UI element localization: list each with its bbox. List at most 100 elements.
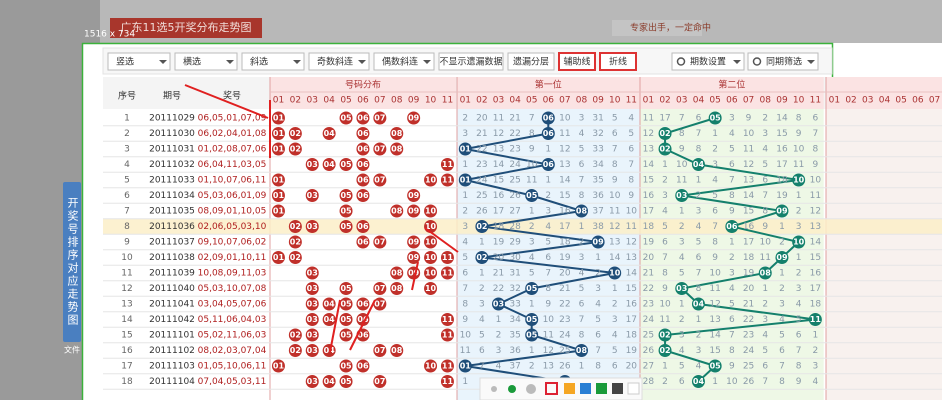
dist-number: 11 bbox=[442, 362, 454, 371]
omission-count: 13 bbox=[626, 253, 637, 263]
omission-count: 2 bbox=[679, 315, 685, 325]
select[interactable] bbox=[373, 52, 435, 71]
column-number: 08 bbox=[760, 96, 772, 106]
omission-count: 34 bbox=[592, 160, 604, 170]
omission-count: 10 bbox=[793, 145, 805, 155]
dot-option[interactable] bbox=[491, 386, 497, 392]
dist-ball bbox=[356, 220, 370, 233]
omission-count: 10 bbox=[709, 269, 721, 279]
omission-count: 17 bbox=[559, 222, 570, 232]
select[interactable] bbox=[308, 52, 370, 71]
dist-ball bbox=[271, 359, 285, 373]
dist-ball bbox=[322, 297, 336, 311]
omission-count: 1 bbox=[796, 253, 802, 263]
promo-bg bbox=[612, 20, 702, 36]
button[interactable] bbox=[599, 52, 637, 71]
omission-count: 10 bbox=[659, 300, 671, 310]
color-option[interactable] bbox=[612, 383, 623, 394]
select-caret bbox=[226, 60, 234, 64]
omission-count: 7 bbox=[529, 114, 535, 124]
period: 20111104 bbox=[149, 377, 195, 387]
button[interactable] bbox=[438, 52, 504, 71]
color-option[interactable] bbox=[545, 382, 558, 395]
side-tab[interactable] bbox=[63, 182, 81, 342]
omission-count: 5 bbox=[762, 160, 768, 170]
omission-count: 3 bbox=[796, 222, 802, 232]
omission-count: 5 bbox=[712, 191, 718, 201]
hit-number: 08 bbox=[576, 207, 588, 216]
dist-ball bbox=[305, 220, 319, 233]
dist-number: 02 bbox=[290, 331, 301, 340]
period: 20111036 bbox=[149, 222, 195, 232]
omission-count: 7 bbox=[545, 269, 551, 279]
omission-count: 11 bbox=[743, 145, 754, 155]
omission-count: 15 bbox=[810, 253, 821, 263]
row-number: 8 bbox=[124, 222, 130, 232]
dist-number: 08 bbox=[391, 129, 403, 138]
omission-count: 16 bbox=[626, 300, 638, 310]
select[interactable] bbox=[241, 52, 305, 71]
omission-count: 7 bbox=[679, 114, 685, 124]
color-option[interactable] bbox=[564, 383, 575, 394]
dist-ball bbox=[288, 142, 302, 156]
omission-count: 18 bbox=[810, 300, 822, 310]
row-number: 5 bbox=[124, 176, 130, 186]
omission-count: 4 bbox=[462, 238, 468, 248]
draw-numbers: 09,10,07,06,02 bbox=[198, 238, 267, 248]
column-number: 05 bbox=[709, 96, 720, 106]
dist-ball bbox=[339, 111, 353, 125]
select[interactable] bbox=[174, 52, 238, 71]
dist-ball bbox=[305, 297, 319, 311]
omission-count: 1 bbox=[462, 160, 468, 170]
menu-button[interactable] bbox=[747, 52, 819, 71]
dist-number: 01 bbox=[273, 145, 285, 154]
dist-ball bbox=[440, 375, 454, 388]
omission-count: 9 bbox=[729, 362, 735, 372]
omission-count: 6 bbox=[479, 346, 485, 356]
dist-ball bbox=[305, 158, 319, 171]
period: 20111038 bbox=[149, 253, 195, 263]
row-number: 2 bbox=[124, 129, 130, 139]
omission-count: 32 bbox=[509, 284, 520, 294]
draw-numbers: 08,09,01,10,05 bbox=[198, 207, 267, 217]
hit-number: 10 bbox=[793, 176, 805, 185]
omission-count: 6 bbox=[662, 238, 668, 248]
dist-number: 02 bbox=[290, 238, 301, 247]
omission-count: 1 bbox=[696, 315, 702, 325]
select[interactable] bbox=[107, 52, 171, 71]
section-title: 号码分布 bbox=[345, 79, 381, 91]
omission-count: 15 bbox=[643, 176, 654, 186]
hit-number: 04 bbox=[693, 160, 705, 169]
dist-number: 05 bbox=[340, 191, 352, 200]
dist-ball bbox=[407, 189, 421, 202]
dot-option[interactable] bbox=[526, 384, 536, 394]
dist-number: 06 bbox=[357, 362, 369, 371]
color-option[interactable] bbox=[580, 383, 591, 394]
dist-number: 11 bbox=[442, 269, 454, 278]
color-option[interactable] bbox=[627, 382, 640, 395]
button[interactable] bbox=[507, 52, 555, 71]
hit-number: 05 bbox=[526, 284, 538, 293]
button[interactable] bbox=[558, 52, 596, 71]
hit-ball bbox=[691, 158, 705, 171]
period: 20111039 bbox=[149, 269, 195, 279]
hit-number: 08 bbox=[576, 346, 588, 355]
omission-count: 7 bbox=[812, 129, 818, 139]
color-option[interactable] bbox=[596, 383, 607, 394]
omission-count: 3 bbox=[762, 315, 768, 325]
period: 20111037 bbox=[149, 238, 195, 248]
side-footer: 文件 bbox=[64, 345, 80, 355]
omission-count: 11 bbox=[460, 346, 471, 356]
omission-count: 4 bbox=[496, 362, 502, 372]
menu-button[interactable] bbox=[671, 52, 745, 71]
omission-count: 1 bbox=[662, 362, 668, 372]
dist-number: 02 bbox=[290, 222, 301, 231]
page-title: 广东11选5开奖分布走势图 bbox=[121, 20, 252, 34]
omission-count: 10 bbox=[526, 160, 538, 170]
omission-count: 14 bbox=[776, 114, 788, 124]
omission-count: 7 bbox=[462, 284, 468, 294]
dot-option[interactable] bbox=[508, 385, 516, 393]
omission-count: 20 bbox=[743, 284, 755, 294]
